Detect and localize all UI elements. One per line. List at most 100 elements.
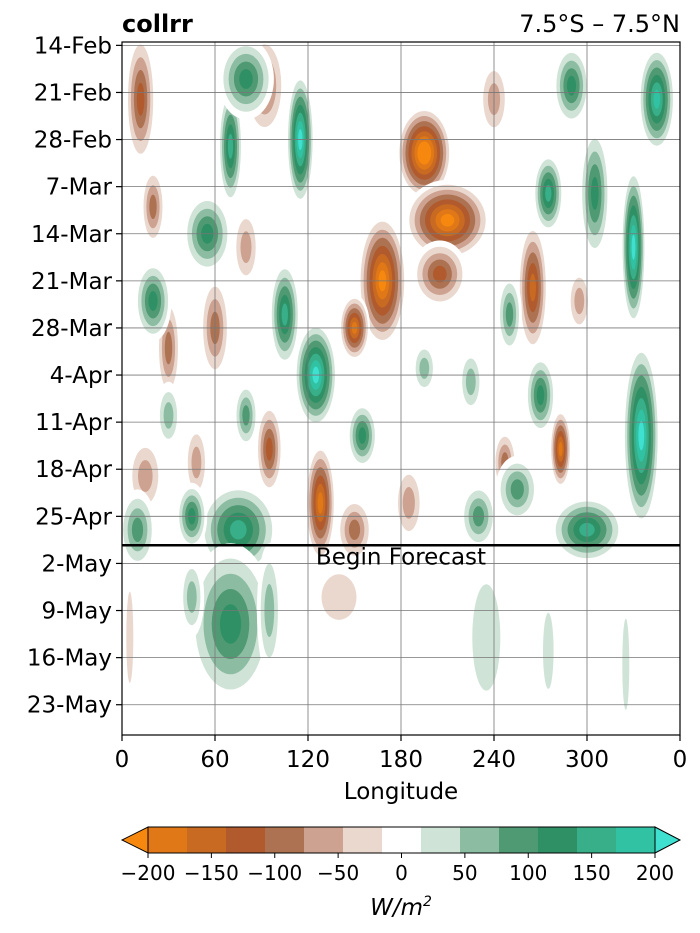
colorbar-extend-min bbox=[120, 826, 149, 854]
chart-title-left: collrr bbox=[122, 10, 193, 38]
contour-feature-20 bbox=[232, 206, 260, 288]
contour-feature-13 bbox=[517, 220, 549, 355]
colorbar-tick-label: 200 bbox=[636, 861, 674, 885]
colorbar: −200 −150 −100 −50 0 50 100 150 200 bbox=[120, 826, 682, 885]
contour-level bbox=[622, 618, 630, 711]
contour-level bbox=[638, 420, 645, 451]
contour-level bbox=[138, 460, 153, 492]
contour-feature-55 bbox=[308, 556, 370, 638]
colorbar-tick-label: −200 bbox=[121, 861, 176, 885]
contour-level bbox=[186, 581, 197, 613]
contour-level bbox=[566, 75, 577, 96]
contour-level bbox=[131, 517, 144, 542]
contour-level bbox=[536, 385, 545, 406]
contour-feature-56 bbox=[123, 556, 136, 719]
contour-level bbox=[149, 194, 157, 219]
colorbar-segment bbox=[577, 827, 617, 853]
contour-level bbox=[126, 591, 134, 684]
contour-level bbox=[164, 331, 173, 365]
contour-level bbox=[545, 185, 552, 202]
colorbar-label-exponent: 2 bbox=[423, 894, 432, 910]
contour-level bbox=[433, 265, 447, 283]
colorbar-label: W/m2 bbox=[370, 894, 432, 921]
contour-level bbox=[510, 479, 524, 500]
contour-level bbox=[558, 441, 563, 457]
contour-feature-30 bbox=[233, 381, 259, 449]
colorbar-segment bbox=[304, 827, 344, 853]
x-tick-label: 0 bbox=[673, 747, 688, 773]
contour-feature-45 bbox=[497, 274, 522, 355]
contour-feature-12 bbox=[335, 496, 374, 564]
colorbar-segment bbox=[538, 827, 578, 853]
contour-level bbox=[543, 612, 554, 689]
x-axis-label: Longitude bbox=[344, 779, 458, 805]
contour-feature-14 bbox=[549, 408, 572, 490]
colorbar-segment bbox=[148, 827, 188, 853]
colorbar-segment bbox=[616, 827, 656, 853]
contour-level bbox=[574, 287, 585, 315]
colorbar-segment bbox=[460, 827, 500, 853]
y-tick-label: 14-Mar bbox=[31, 222, 113, 248]
contour-feature-19 bbox=[184, 422, 209, 503]
contour-level bbox=[402, 487, 415, 519]
contour-level bbox=[163, 402, 174, 429]
contour-level bbox=[239, 69, 253, 89]
contour-feature-11 bbox=[304, 442, 336, 564]
contour-level bbox=[529, 273, 536, 302]
forecast-label: Begin Forecast bbox=[316, 544, 486, 570]
contour-feature-26 bbox=[218, 42, 274, 120]
y-tick-label: 21-Feb bbox=[34, 80, 112, 106]
contour-level bbox=[631, 234, 636, 260]
colorbar-segment bbox=[265, 827, 305, 853]
contour-level bbox=[148, 291, 158, 311]
y-tick-label: 16-May bbox=[27, 646, 112, 672]
x-tick-label: 300 bbox=[565, 747, 609, 773]
contour-feature-41 bbox=[552, 45, 591, 127]
contour-feature-50 bbox=[179, 556, 205, 638]
contour-feature-33 bbox=[122, 489, 157, 571]
colorbar-segment bbox=[187, 827, 227, 853]
colorbar-tick-label: −100 bbox=[247, 861, 302, 885]
contour-feature-4 bbox=[411, 240, 468, 308]
contour-feature-36 bbox=[638, 45, 676, 154]
contour-level bbox=[265, 437, 273, 461]
colorbar-tick-label: −50 bbox=[317, 861, 359, 885]
contour-feature-39 bbox=[525, 354, 556, 436]
x-tick-label: 240 bbox=[472, 747, 516, 773]
contour-level bbox=[465, 368, 476, 396]
contour-feature-27 bbox=[182, 193, 233, 275]
x-axis-ticks: 0 60 120 180 240 300 0 bbox=[115, 735, 688, 773]
contour-feature-42 bbox=[495, 455, 539, 523]
colorbar-tick-label: 100 bbox=[509, 861, 547, 885]
y-tick-label: 28-Feb bbox=[34, 128, 112, 154]
y-tick-label: 28-Mar bbox=[31, 316, 113, 342]
contour-feature-52 bbox=[461, 543, 512, 732]
contour-level bbox=[230, 520, 247, 540]
contour-level bbox=[281, 303, 288, 326]
contour-feature-48 bbox=[411, 341, 437, 396]
contour-feature-40 bbox=[579, 126, 611, 261]
contour-level bbox=[653, 89, 661, 109]
chart-title-right: 7.5°S – 7.5°N bbox=[519, 10, 680, 38]
contour-level bbox=[227, 133, 234, 159]
contour-level bbox=[136, 82, 145, 116]
contour-feature-47 bbox=[156, 381, 181, 449]
y-tick-label: 21-Mar bbox=[31, 269, 113, 295]
colorbar-extend-max bbox=[654, 826, 682, 854]
colorbar-tick-label: 50 bbox=[452, 861, 477, 885]
y-tick-label: 14-Feb bbox=[34, 33, 112, 59]
y-tick-label: 9-May bbox=[42, 599, 112, 625]
contour-level bbox=[358, 427, 367, 444]
contour-level bbox=[591, 176, 599, 210]
contour-level bbox=[321, 574, 357, 620]
contour-feature-16 bbox=[566, 267, 592, 335]
contour-level bbox=[505, 302, 514, 327]
contour-feature-1 bbox=[404, 179, 491, 261]
y-tick-label: 4-Apr bbox=[50, 363, 113, 389]
y-tick-label: 23-May bbox=[27, 693, 112, 719]
contour-feature-38 bbox=[532, 153, 564, 234]
x-tick-label: 60 bbox=[200, 747, 229, 773]
contour-level bbox=[317, 492, 324, 514]
y-axis-ticks: 14-Feb 21-Feb 28-Feb 7-Mar 14-Mar 21-Mar 28-Ma… bbox=[27, 33, 122, 719]
